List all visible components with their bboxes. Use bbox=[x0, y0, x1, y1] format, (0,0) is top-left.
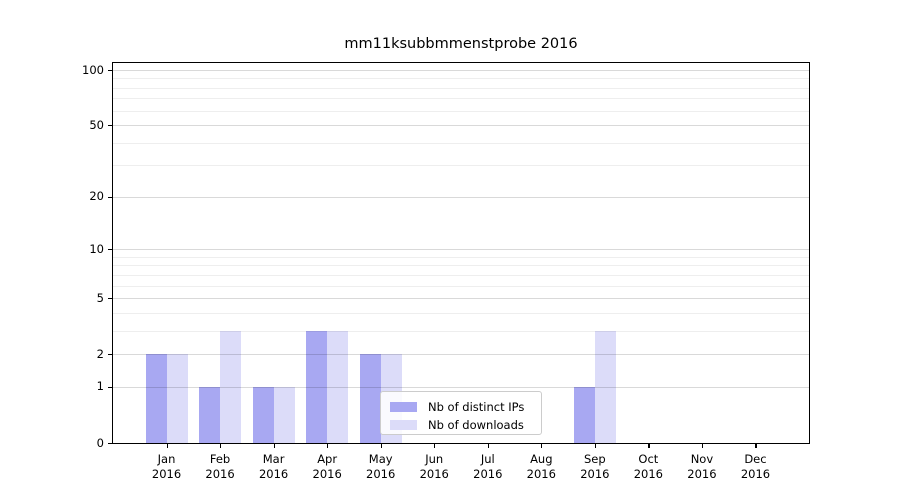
bar-ips-sep bbox=[573, 386, 595, 443]
grid-line-1 bbox=[113, 386, 809, 388]
y-tick-2 bbox=[108, 354, 112, 356]
grid-line-40 bbox=[113, 142, 809, 144]
x-tick-label-jan: Jan 2016 bbox=[151, 452, 182, 481]
grid-line-6 bbox=[113, 285, 809, 287]
x-tick-label-apr: Apr 2016 bbox=[312, 452, 342, 481]
x-tick-jul bbox=[487, 444, 489, 448]
x-tick-jun bbox=[434, 444, 436, 448]
grid-line-4 bbox=[113, 312, 809, 314]
legend-label-downloads: Nb of downloads bbox=[428, 417, 524, 432]
y-tick-100 bbox=[108, 70, 112, 72]
bar-ips-mar bbox=[252, 386, 274, 443]
legend-swatch-distinct-ips bbox=[390, 401, 417, 412]
y-tick-50 bbox=[108, 125, 112, 127]
legend: Nb of distinct IPs Nb of downloads bbox=[380, 391, 542, 435]
bar-downloads-apr bbox=[327, 330, 349, 443]
bar-downloads-mar bbox=[273, 386, 295, 443]
y-tick-label-10: 10 bbox=[89, 241, 104, 256]
bar-downloads-jan bbox=[166, 354, 188, 443]
x-tick-label-may: May 2016 bbox=[366, 452, 396, 481]
legend-item-downloads: Nb of downloads bbox=[390, 417, 532, 432]
y-tick-label-50: 50 bbox=[89, 117, 104, 132]
grid-line-30 bbox=[113, 165, 809, 167]
bar-ips-feb bbox=[199, 386, 221, 443]
x-tick-label-feb: Feb 2016 bbox=[205, 452, 235, 481]
x-tick-label-oct: Oct 2016 bbox=[633, 452, 664, 481]
x-tick-mar bbox=[273, 444, 275, 448]
x-tick-nov bbox=[701, 444, 704, 448]
y-tick-0 bbox=[108, 443, 112, 445]
y-tick-10 bbox=[108, 249, 112, 251]
grid-line-8 bbox=[113, 265, 809, 267]
grid-line-70 bbox=[113, 98, 809, 100]
x-tick-label-jun: Jun 2016 bbox=[419, 452, 449, 481]
grid-line-5 bbox=[113, 298, 809, 300]
bar-ips-apr bbox=[306, 330, 328, 443]
x-tick-sep bbox=[594, 444, 597, 448]
grid-line-2 bbox=[113, 354, 809, 356]
x-tick-label-aug: Aug 2016 bbox=[526, 452, 556, 481]
grid-line-100 bbox=[113, 70, 809, 71]
x-tick-label-sep: Sep 2016 bbox=[580, 452, 610, 481]
grid-line-7 bbox=[113, 274, 809, 276]
y-tick-label-5: 5 bbox=[96, 290, 104, 305]
legend-swatch-downloads bbox=[390, 419, 417, 430]
x-tick-may bbox=[380, 444, 382, 448]
legend-item-distinct-ips: Nb of distinct IPs bbox=[390, 399, 532, 414]
grid-line-20 bbox=[113, 196, 809, 198]
y-tick-label-100: 100 bbox=[82, 62, 104, 77]
y-tick-label-20: 20 bbox=[89, 189, 104, 204]
x-tick-label-nov: Nov 2016 bbox=[687, 452, 717, 481]
bar-ips-may bbox=[359, 354, 381, 443]
grid-line-3 bbox=[113, 330, 809, 332]
legend-label-distinct-ips: Nb of distinct IPs bbox=[428, 399, 525, 414]
x-tick-oct bbox=[648, 444, 650, 448]
plot-area: Nb of distinct IPs Nb of downloads bbox=[112, 62, 810, 444]
bar-ips-jan bbox=[145, 354, 167, 443]
grid-line-90 bbox=[113, 78, 809, 80]
y-tick-20 bbox=[108, 196, 112, 199]
y-tick-5 bbox=[108, 298, 112, 300]
chart-title: mm11ksubbmmenstprobe 2016 bbox=[344, 36, 578, 52]
y-tick-label-0: 0 bbox=[96, 435, 104, 450]
bar-downloads-feb bbox=[220, 330, 242, 443]
x-tick-feb bbox=[220, 444, 222, 448]
y-tick-1 bbox=[108, 386, 112, 389]
x-tick-jan bbox=[166, 444, 168, 448]
x-tick-label-mar: Mar 2016 bbox=[258, 452, 289, 481]
bar-downloads-sep bbox=[594, 330, 616, 443]
grid-line-9 bbox=[113, 256, 809, 258]
grid-line-10 bbox=[113, 249, 809, 251]
x-tick-apr bbox=[327, 444, 329, 448]
x-tick-aug bbox=[541, 444, 543, 448]
x-tick-label-dec: Dec 2016 bbox=[740, 452, 771, 481]
grid-line-50 bbox=[113, 125, 809, 127]
grid-line-60 bbox=[113, 110, 809, 112]
y-tick-label-1: 1 bbox=[96, 379, 104, 394]
y-tick-label-2: 2 bbox=[96, 346, 104, 361]
grid-line-80 bbox=[113, 87, 809, 89]
x-tick-label-jul: Jul 2016 bbox=[473, 452, 503, 481]
x-tick-dec bbox=[755, 444, 757, 448]
